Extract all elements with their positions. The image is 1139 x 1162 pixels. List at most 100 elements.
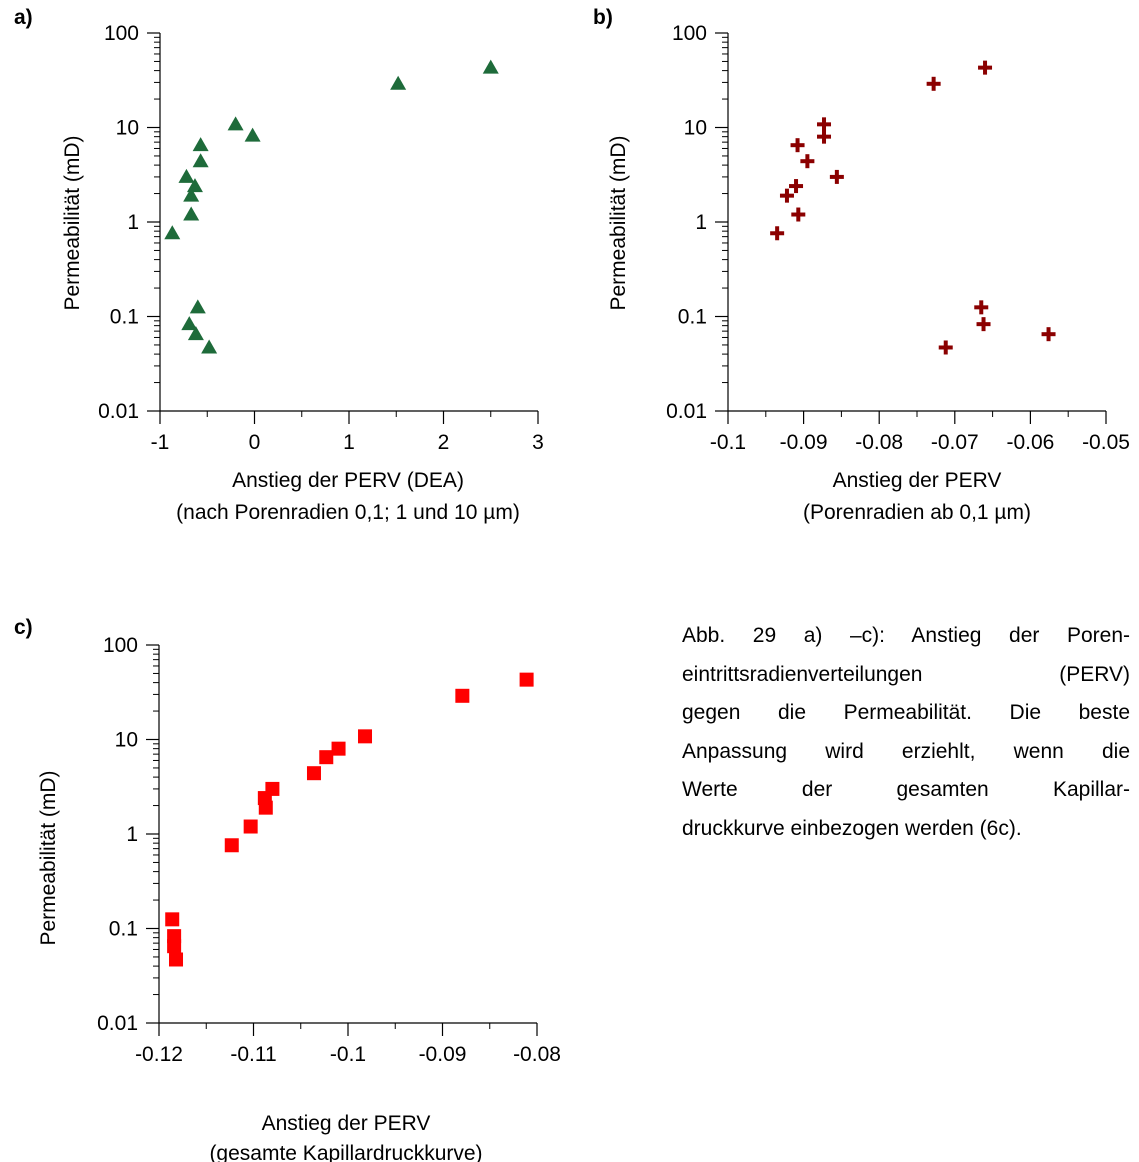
data-point-cross [829,169,844,184]
x-axis-title: Anstieg der PERV [262,1112,431,1135]
x-tick-label: -0.06 [1006,431,1054,454]
data-point-triangle [187,326,204,341]
data-point-cross [1041,327,1056,342]
data-point-triangle [390,75,407,90]
data-point-square [331,741,346,756]
x-axis-subtitle: (gesamte Kapillardruckkurve) [209,1142,482,1162]
data-point-cross [770,226,785,241]
data-points [770,60,1056,355]
data-points [164,59,499,354]
data-point-square [165,912,180,927]
y-axis-title: Permeabilität (mD) [37,770,60,945]
panel-label: c) [14,616,33,639]
y-axis-title: Permeabilität (mD) [607,135,630,310]
y-tick-label: 100 [104,22,139,45]
y-tick-label: 10 [115,729,138,752]
x-tick-label: -0.11 [230,1043,276,1066]
x-tick-label: -1 [151,431,170,454]
axes [147,32,539,424]
data-point-square [167,939,182,954]
data-point-square [224,838,239,853]
x-axis-subtitle: (nach Porenradien 0,1; 1 und 10 µm) [176,501,520,524]
x-tick-label: -0.1 [330,1043,366,1066]
x-axis-title: Anstieg der PERV (DEA) [232,469,464,492]
y-tick-label: 100 [103,634,138,657]
x-tick-label: 1 [343,431,355,454]
data-point-triangle [227,116,244,131]
y-tick-label: 10 [116,117,139,140]
y-tick-label: 1 [126,823,138,846]
x-tick-label: -0.08 [855,431,903,454]
data-point-cross [779,188,794,203]
x-axis-subtitle: (Porenradien ab 0,1 µm) [803,501,1031,524]
x-tick-label: -0.12 [135,1043,183,1066]
data-point-square [169,952,184,967]
data-point-square [519,672,534,687]
data-point-triangle [189,299,206,314]
data-point-cross [789,179,804,194]
y-tick-label: 0.01 [98,400,139,423]
y-tick-label: 0.01 [666,400,707,423]
x-tick-label: -0.05 [1082,431,1130,454]
caption-line: gegen die Permeabilität. Die beste [682,701,1130,724]
data-point-cross [974,300,989,315]
data-point-triangle [183,206,200,221]
data-point-cross [926,76,941,91]
caption-line: eintrittsradienverteilungen (PERV) [682,662,1130,686]
data-point-cross [790,138,805,153]
data-point-cross [800,154,815,169]
data-point-cross [938,340,953,355]
data-point-cross [817,129,832,144]
data-point-triangle [201,339,218,354]
x-tick-label: -0.08 [513,1043,561,1066]
x-tick-label: -0.09 [419,1043,467,1066]
figure-caption: Abb. 29 a) –c): Anstieg der Poren- eintr… [682,617,1130,848]
data-point-triangle [192,153,209,168]
axes [146,644,538,1036]
y-axis-title: Permeabilität (mD) [61,135,84,310]
data-point-triangle [183,187,200,202]
data-point-triangle [181,316,198,331]
tick-labels: 100 10 1 0.1 0.01 -1 0 1 2 3 [98,22,544,454]
data-point-square [358,729,373,744]
tick-labels: 100 10 1 0.1 0.01-0.1 -0.09 -0.08 -0.07 -0.06 -0.… [666,22,1130,454]
x-tick-label: -0.07 [931,431,979,454]
data-point-cross [976,317,991,332]
caption-line: Abb. 29 a) –c): Anstieg der Poren- [682,624,1130,647]
y-tick-label: 1 [695,211,707,234]
data-point-triangle [178,168,195,183]
y-tick-label: 0.1 [110,306,139,329]
caption-line: druckkurve einbezogen werden (6c). [682,816,1022,840]
axes [715,32,1107,424]
panel-label: a) [14,6,33,29]
x-tick-label: -0.1 [710,431,746,454]
y-tick-label: 0.1 [109,918,138,941]
caption-line: Werte der gesamten Kapillar- [682,778,1130,801]
x-tick-label: -0.09 [780,431,828,454]
x-axis-title: Anstieg der PERV [833,469,1002,492]
data-point-cross [978,60,993,75]
caption-line: Anpassung wird erziehlt, wenn die [682,739,1130,763]
y-tick-label: 0.01 [97,1012,138,1035]
panel-label: b) [593,6,613,29]
x-tick-label: 2 [438,431,450,454]
y-tick-label: 10 [684,117,707,140]
data-point-triangle [192,137,209,152]
y-tick-label: 0.1 [678,306,707,329]
data-point-triangle [164,225,181,240]
chart-panel-c: c) 100 10 1 0.1 0.01 -0.12 -0.11 -0.1 -0.09 -0.08… [14,616,561,1162]
tick-labels: 100 10 1 0.1 0.01 -0.12 -0.11 -0.1 -0.09 -0.08 [97,634,561,1066]
x-tick-label: 0 [249,431,261,454]
x-tick-label: 3 [532,431,544,454]
data-point-square [306,766,321,781]
data-point-square [319,750,334,765]
data-point-cross [791,207,806,222]
chart-panel-b: b) 100 10 1 0.1 0.01-0.1 -0.09 -0.08 -0.07 -0.06… [593,6,1130,524]
data-point-triangle [482,59,499,74]
data-point-square [455,688,470,703]
data-points [165,672,534,967]
chart-panel-a: a) 100 10 1 0.1 0.01 -1 0 1 2 3 Anstieg der PERV … [14,6,544,524]
data-point-cross [817,117,832,132]
y-tick-label: 100 [672,22,707,45]
